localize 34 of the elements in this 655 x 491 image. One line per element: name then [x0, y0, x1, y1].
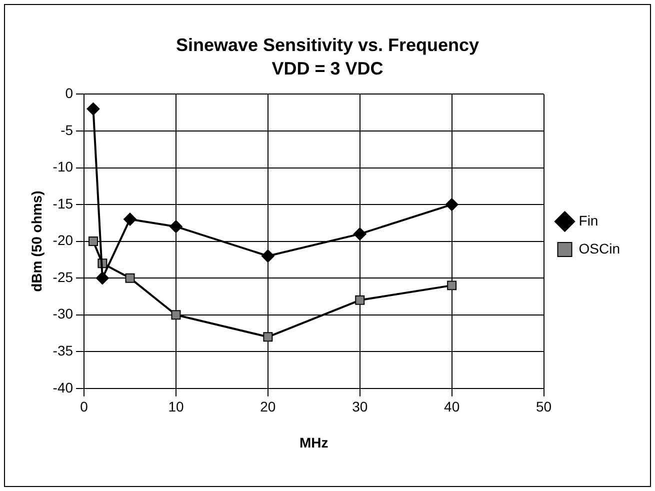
point	[355, 295, 365, 305]
x-tick-label: 10	[168, 398, 184, 415]
point	[353, 227, 366, 240]
x-tick-label: 50	[536, 398, 552, 415]
legend-label: Fin	[578, 212, 598, 228]
point	[445, 198, 458, 212]
y-tick-label: -10	[52, 158, 74, 175]
legend-label: OSCin	[578, 240, 620, 256]
y-tick-label: 0	[65, 85, 74, 102]
chart-subtitle: VDD = 3 VDC	[272, 58, 384, 78]
point	[261, 250, 274, 263]
x-tick-label: 20	[260, 398, 276, 415]
x-tick-label: 30	[352, 398, 368, 415]
y-tick-label: -40	[52, 379, 74, 396]
y-tick-label: -25	[52, 268, 74, 285]
point	[263, 332, 273, 342]
point	[169, 220, 182, 234]
y-tick-label: -20	[52, 232, 74, 248]
y-tick-label: -35	[52, 342, 74, 358]
point	[124, 212, 137, 226]
x-tick-label: 0	[80, 398, 88, 415]
y-tick-label: -15	[52, 195, 74, 212]
x-tick-label: 40	[444, 398, 460, 415]
point	[125, 273, 135, 283]
y-axis-title: dBm (50 ohms)	[28, 190, 44, 292]
point	[96, 272, 109, 285]
point	[171, 310, 181, 320]
point	[447, 280, 457, 290]
chart-title: Sinewave Sensitivity vs. Frequency	[176, 34, 480, 55]
y-tick-label: -30	[52, 306, 74, 322]
point	[86, 102, 100, 116]
point	[88, 236, 98, 246]
x-axis-title: MHz	[300, 434, 328, 450]
y-tick-label: -5	[60, 122, 74, 138]
